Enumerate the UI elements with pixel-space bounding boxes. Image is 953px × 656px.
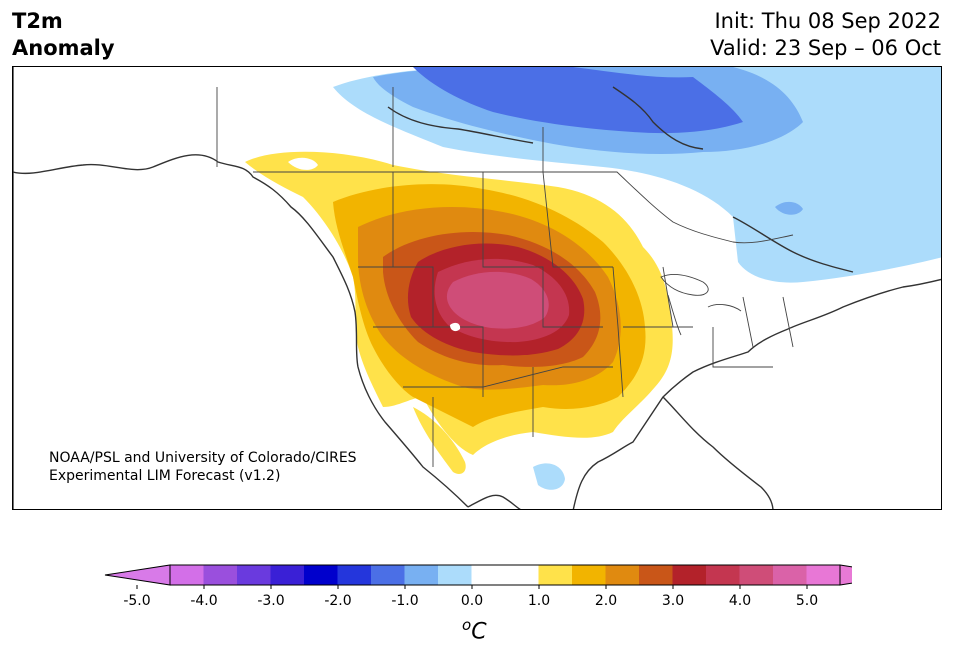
colorbar-cell [605,565,640,585]
colorbar-cell [170,565,204,585]
colorbar-tick-label: 1.0 [528,593,550,609]
colorbar-tick-label: 2.0 [595,593,617,609]
unit-degree: o [462,616,472,634]
colorbar-ticks: -5.0 -4.0 -3.0 -2.0 -1.0 0.0 1.0 2.0 3.0 4.0 5.0 [123,585,818,609]
great-lakes [660,274,742,336]
forecast-credit: NOAA/PSL and University of Colorado/CIRE… [49,449,357,485]
colorbar-cell [706,565,740,585]
colorbar-cell [773,565,807,585]
colorbar-tick-label: -2.0 [324,593,351,609]
colorbar-tick-label: -1.0 [391,593,418,609]
map-panel [12,66,942,510]
colorbar-under-arrow [104,564,171,586]
colorbar-cell [304,565,338,585]
warm-hole [450,322,461,332]
colorbar-svg: -5.0 -4.0 -3.0 -2.0 -1.0 0.0 1.0 2.0 3.0 4.0 5.0 [104,564,906,609]
colorbar-cell [806,565,841,585]
colorbar-cell [639,565,673,585]
credit-line-1: NOAA/PSL and University of Colorado/CIRE… [49,450,357,466]
unit-base: C [471,619,487,645]
colorbar-frame [169,564,841,586]
title-anomaly: Anomaly [12,36,115,60]
title-right: Init: Thu 08 Sep 2022 Valid: 23 Sep – 06… [710,8,941,62]
warm-contour-7 [446,271,549,329]
colorbar-over-arrow [839,564,906,586]
valid-range: Valid: 23 Sep – 06 Oct [710,36,941,60]
colorbar-tick-label: 4.0 [729,593,751,609]
anomaly-map [13,67,941,509]
colorbar: -5.0 -4.0 -3.0 -2.0 -1.0 0.0 1.0 2.0 3.0 4.0 5.0 [104,564,906,618]
colorbar-tick-label: -4.0 [190,593,217,609]
colorbar-tick-label: 0.0 [461,593,483,609]
colorbar-cell [739,565,774,585]
colorbar-cell [270,565,305,585]
political-borders [216,87,794,467]
unit-label: oC [462,616,487,644]
coastlines [13,67,941,509]
colorbar-cell [337,565,372,585]
colorbar-cell [237,565,271,585]
warm-contour-1b [413,407,466,474]
colorbar-cell [572,565,606,585]
colorbar-cell [404,565,439,585]
colorbar-tick-label: 3.0 [662,593,684,609]
colorbar-cells [104,564,906,586]
colorbar-tick-label: -5.0 [123,593,150,609]
colorbar-cell [505,565,539,585]
init-date: Init: Thu 08 Sep 2022 [714,9,941,33]
cold-contour-1b [533,463,565,490]
colorbar-cell [438,565,472,585]
cold-contour-2b [775,201,803,215]
title-variable: T2m [12,9,63,33]
colorbar-tick-label: -3.0 [257,593,284,609]
colorbar-cell [538,565,573,585]
colorbar-cell [471,565,506,585]
colorbar-cell [672,565,707,585]
colorbar-cell [371,565,405,585]
north-hole [288,157,318,170]
colorbar-tick-label: 5.0 [796,593,818,609]
colorbar-cell [203,565,238,585]
title-left: T2m Anomaly [12,8,115,62]
cold-contour-3 [413,67,743,134]
credit-line-2: Experimental LIM Forecast (v1.2) [49,468,281,484]
